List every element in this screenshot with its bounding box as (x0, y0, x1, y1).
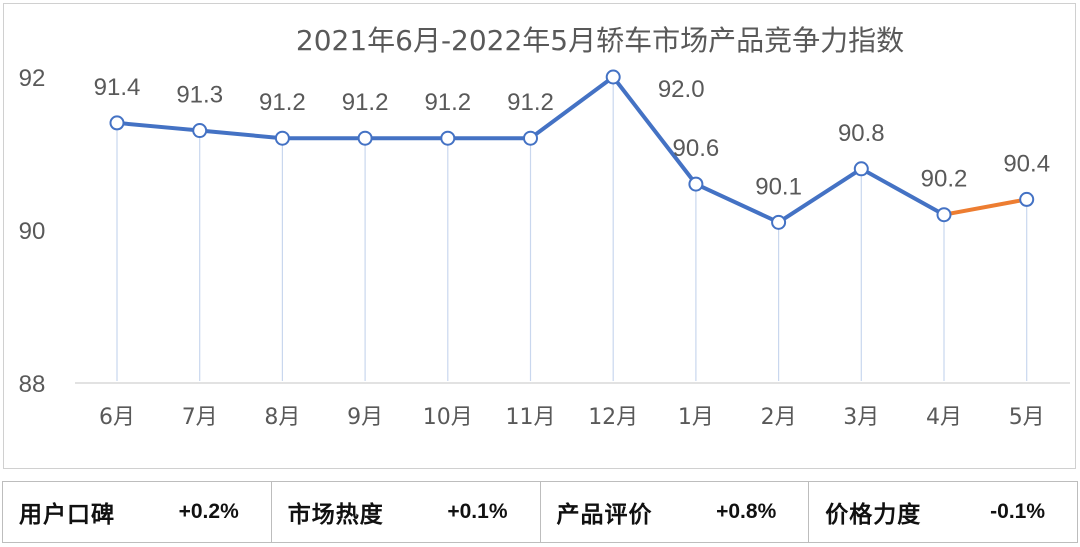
x-tick-label: 7月 (182, 405, 218, 430)
x-tick-label: 4月 (926, 405, 962, 430)
data-label: 92.0 (658, 76, 705, 103)
metric-cell-price-strength: 价格力度 -0.1% (809, 482, 1077, 542)
data-point (274, 130, 290, 146)
metric-label: 产品评价 (556, 502, 653, 528)
data-label: 91.3 (176, 82, 223, 109)
x-tick-label: 1月 (678, 405, 714, 430)
x-tick-label: 9月 (347, 405, 383, 430)
data-point (605, 69, 621, 85)
metric-cell-market-heat: 市场热度 +0.1% (272, 482, 541, 542)
metric-label: 市场热度 (287, 502, 384, 528)
metric-value: +0.2% (178, 500, 239, 523)
data-label: 91.2 (342, 89, 389, 116)
data-point (936, 207, 952, 223)
x-tick-label: 2月 (761, 405, 797, 430)
data-label: 90.2 (921, 166, 968, 193)
chart-frame (3, 3, 1076, 469)
data-point (523, 130, 538, 146)
chart-title: 2021年6月-2022年5月轿车市场产品竞争力指数 (296, 24, 904, 57)
data-point (192, 123, 208, 139)
metric-label: 价格力度 (825, 502, 922, 528)
series-last-segment (942, 197, 1029, 217)
metric-cell-user-reputation: 用户口碑 +0.2% (3, 482, 272, 542)
metric-value: +0.1% (447, 500, 508, 523)
x-tick-label: 12月 (588, 405, 638, 430)
data-label: 90.1 (755, 173, 802, 200)
metrics-summary: 用户口碑 +0.2% 市场热度 +0.1% 产品评价 +0.8% 价格力度 -0… (2, 481, 1078, 543)
data-label: 91.2 (424, 89, 471, 116)
metric-label: 用户口碑 (19, 502, 115, 528)
data-point (1019, 191, 1035, 207)
metric-value: +0.8% (716, 500, 777, 523)
metric-value: -0.1% (990, 500, 1045, 523)
data-point (688, 176, 704, 192)
x-tick-label: 11月 (506, 405, 556, 430)
data-label: 91.2 (259, 89, 306, 116)
data-point (109, 115, 125, 131)
y-tick-label: 90 (19, 218, 46, 245)
x-tick-label: 8月 (264, 405, 300, 430)
data-point (771, 214, 787, 230)
x-tick-label: 5月 (1009, 405, 1045, 430)
metric-cell-product-rating: 产品评价 +0.8% (541, 482, 810, 542)
data-label: 91.4 (94, 74, 141, 101)
data-point (853, 161, 869, 177)
data-label: 91.2 (507, 89, 554, 116)
data-label: 90.4 (1003, 150, 1050, 177)
y-tick-label: 88 (19, 371, 46, 398)
data-point (440, 130, 456, 146)
data-label: 90.6 (673, 135, 720, 162)
data-label: 90.8 (838, 120, 885, 147)
data-point (357, 130, 373, 146)
x-tick-label: 10月 (423, 405, 473, 430)
y-tick-label: 92 (19, 65, 46, 92)
line-chart: 2021年6月-2022年5月轿车市场产品竞争力指数 88 90 92 91.4 91… (19, 24, 1070, 430)
x-tick-label: 3月 (843, 405, 879, 430)
x-tick-label: 6月 (99, 405, 135, 430)
